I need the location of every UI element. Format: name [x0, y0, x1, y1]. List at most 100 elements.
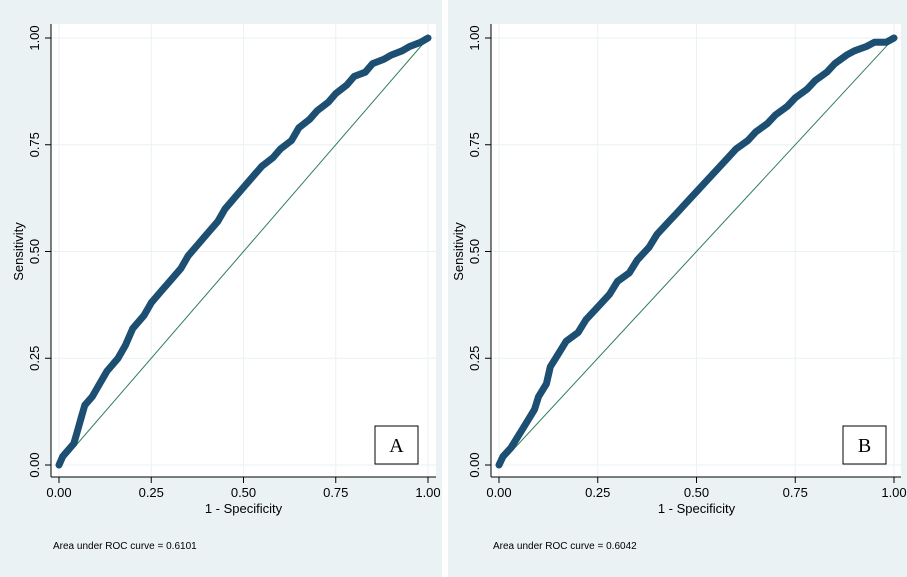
roc-point-a	[70, 440, 77, 447]
roc-point-a	[332, 90, 339, 97]
roc-point-a	[59, 453, 66, 460]
roc-point-b	[724, 154, 732, 161]
x-tick-label-b: 0.50	[684, 485, 709, 500]
y-tick-label-a: 0.00	[27, 452, 42, 477]
roc-point-b	[693, 188, 700, 195]
y-axis-title-b: Sensitivity	[451, 222, 466, 281]
roc-point-b	[499, 453, 507, 460]
roc-point-b	[732, 145, 740, 153]
roc-point-b	[752, 128, 759, 136]
auc-note-b: Area under ROC curve = 0.6042	[493, 541, 637, 552]
roc-point-b	[772, 111, 779, 119]
x-axis-title-a: 1 - Specificity	[205, 501, 283, 516]
roc-point-a	[122, 342, 129, 349]
y-tick-label-a: 0.25	[27, 346, 42, 371]
roc-point-b	[673, 209, 680, 217]
x-tick-label-b: 0.25	[585, 485, 610, 500]
roc-chart-b: 0.00 0.25 0.50 0.75 1.00 0.00 0.25 0.50 0.75 1.00…	[451, 24, 907, 552]
y-tick-label-b: 0.75	[467, 132, 482, 157]
roc-point-a	[387, 51, 395, 59]
x-tick-label-a: 0.50	[231, 485, 256, 500]
roc-point-a	[214, 218, 221, 225]
reference-line-b	[498, 37, 895, 466]
x-tick-label-a: 0.00	[46, 485, 71, 500]
roc-point-b	[582, 316, 590, 324]
roc-point-a	[66, 444, 74, 452]
roc-point-a	[221, 205, 229, 212]
roc-point-a	[184, 252, 192, 259]
roc-point-a	[417, 39, 424, 46]
roc-point-a	[232, 192, 240, 200]
roc-point-a	[240, 184, 247, 191]
roc-point-a	[362, 68, 369, 76]
roc-point-a	[398, 47, 406, 55]
roc-point-a	[103, 367, 111, 375]
roc-point-b	[531, 406, 538, 413]
roc-point-a	[369, 60, 376, 67]
x-tick-label-b: 1.00	[881, 485, 906, 500]
roc-point-b	[665, 218, 673, 225]
roc-point-a	[74, 427, 81, 435]
roc-point-b	[547, 363, 554, 370]
roc-point-b	[562, 337, 570, 345]
roc-curve-a	[55, 34, 432, 469]
roc-point-a	[159, 286, 166, 294]
roc-chart-a: 0.00 0.25 0.50 0.75 1.00 0.00 0.25 0.50 0.75 1.00…	[11, 24, 441, 552]
roc-point-b	[863, 43, 870, 50]
roc-point-b	[574, 329, 582, 336]
panel-letter-box-a	[374, 425, 419, 465]
roc-point-a	[129, 325, 136, 332]
y-tick-label-a: 0.75	[27, 132, 42, 157]
x-tick-label-b: 0.00	[486, 485, 511, 500]
roc-point-b	[495, 461, 503, 469]
roc-point-a	[277, 145, 284, 153]
roc-point-a	[114, 355, 122, 362]
roc-point-b	[626, 269, 633, 277]
roc-point-b	[606, 291, 613, 298]
roc-panel-b: 0.00 0.25 0.50 0.75 1.00 0.00 0.25 0.50 0.75 1.00…	[448, 0, 907, 577]
roc-point-b	[851, 47, 858, 55]
x-tick-label-a: 0.25	[139, 485, 164, 500]
roc-point-b	[507, 444, 515, 452]
x-tick-label-b: 0.75	[783, 485, 808, 500]
reference-line-a	[58, 37, 429, 466]
roc-point-b	[685, 197, 692, 204]
roc-point-a	[77, 414, 85, 422]
roc-point-b	[823, 68, 831, 76]
roc-point-b	[764, 120, 771, 127]
roc-point-b	[890, 34, 898, 42]
y-tick-label-a: 0.50	[27, 239, 42, 264]
roc-point-a	[343, 81, 351, 89]
roc-point-b	[784, 103, 791, 110]
y-tick-label-b: 0.00	[467, 452, 482, 477]
roc-panel-a: 0.00 0.25 0.50 0.75 1.00 0.00 0.25 0.50 0.75 1.00…	[0, 0, 442, 577]
roc-point-a	[380, 56, 387, 63]
y-tick-label-b: 0.25	[467, 346, 482, 371]
panel-letter-b: B	[858, 435, 871, 457]
roc-point-a	[81, 402, 89, 409]
y-tick-label-b: 1.00	[467, 25, 482, 50]
roc-point-a	[140, 312, 148, 319]
roc-point-a	[295, 124, 303, 131]
panel-letter-a: A	[389, 435, 404, 457]
roc-point-b	[515, 431, 522, 439]
roc-point-b	[634, 256, 641, 264]
roc-point-a	[166, 278, 173, 285]
roc-point-b	[843, 51, 850, 59]
roc-point-a	[406, 43, 413, 50]
roc-point-a	[258, 162, 266, 170]
roc-point-b	[744, 137, 752, 144]
roc-point-b	[705, 175, 712, 183]
roc-point-b	[614, 278, 621, 285]
roc-point-b	[523, 419, 530, 426]
y-axis-title-a: Sensitivity	[11, 222, 26, 281]
roc-point-a	[63, 448, 70, 456]
roc-point-a	[196, 239, 203, 247]
roc-point-a	[96, 380, 103, 388]
y-tick-label-a: 1.00	[27, 25, 42, 50]
roc-point-a	[251, 171, 258, 178]
roc-point-a	[148, 299, 155, 306]
roc-point-b	[871, 39, 878, 46]
roc-point-b	[792, 94, 799, 101]
